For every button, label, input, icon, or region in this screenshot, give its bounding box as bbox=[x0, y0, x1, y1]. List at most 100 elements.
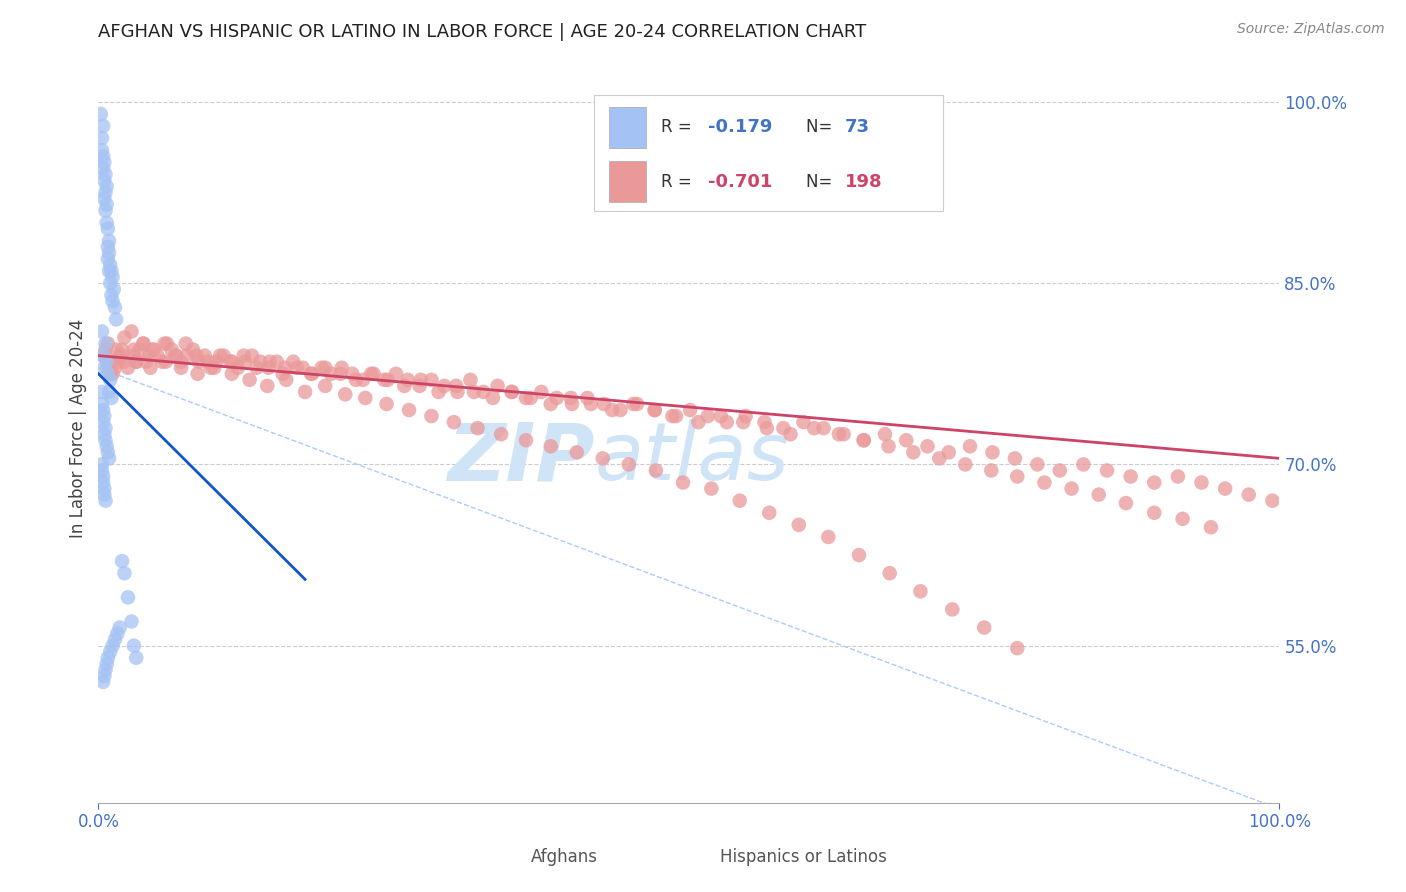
Point bbox=[108, 621, 131, 635]
Point bbox=[94, 493, 117, 508]
Point bbox=[97, 252, 120, 266]
Point bbox=[754, 415, 776, 429]
Text: AFGHAN VS HISPANIC OR LATINO IN LABOR FORCE | AGE 20-24 CORRELATION CHART: AFGHAN VS HISPANIC OR LATINO IN LABOR FO… bbox=[98, 23, 866, 41]
Point bbox=[385, 367, 408, 381]
Point bbox=[1213, 482, 1236, 496]
Point bbox=[981, 445, 1004, 459]
Text: N=: N= bbox=[806, 173, 838, 191]
Point bbox=[132, 336, 155, 351]
Point bbox=[96, 179, 118, 194]
Point bbox=[91, 349, 114, 363]
Point bbox=[97, 336, 120, 351]
Point bbox=[91, 325, 114, 339]
Point bbox=[111, 554, 134, 568]
Point bbox=[125, 354, 148, 368]
Point bbox=[91, 149, 114, 163]
Point bbox=[623, 397, 645, 411]
Point bbox=[94, 343, 117, 357]
Point bbox=[122, 639, 145, 653]
Point bbox=[644, 463, 666, 477]
Point bbox=[792, 415, 814, 429]
Point bbox=[486, 379, 509, 393]
Point bbox=[105, 626, 128, 640]
Point bbox=[174, 336, 197, 351]
Point bbox=[817, 530, 839, 544]
Point bbox=[301, 367, 323, 381]
Point bbox=[91, 161, 114, 176]
Point bbox=[903, 445, 925, 459]
Point bbox=[96, 216, 118, 230]
Point bbox=[398, 403, 420, 417]
Point bbox=[91, 397, 114, 411]
Point bbox=[249, 354, 271, 368]
Point bbox=[121, 615, 143, 629]
Point bbox=[94, 336, 117, 351]
Point bbox=[710, 409, 733, 423]
Point bbox=[100, 288, 122, 302]
Point bbox=[873, 427, 896, 442]
Point bbox=[122, 343, 145, 357]
Point bbox=[941, 602, 963, 616]
Point bbox=[877, 439, 900, 453]
Point bbox=[209, 349, 232, 363]
Point bbox=[408, 379, 430, 393]
Point bbox=[609, 403, 631, 417]
Point bbox=[205, 354, 228, 368]
Bar bbox=[609, 161, 647, 202]
Point bbox=[593, 397, 616, 411]
Point bbox=[433, 379, 456, 393]
Point bbox=[938, 445, 960, 459]
Text: Afghans: Afghans bbox=[530, 847, 598, 866]
Point bbox=[226, 360, 249, 375]
Point bbox=[197, 354, 219, 368]
Point bbox=[917, 439, 939, 453]
Point bbox=[446, 379, 468, 393]
Point bbox=[96, 354, 118, 368]
Point bbox=[335, 387, 357, 401]
Point bbox=[758, 506, 780, 520]
Point bbox=[1171, 512, 1194, 526]
Point bbox=[139, 360, 162, 375]
Point bbox=[98, 354, 121, 368]
Point bbox=[330, 360, 353, 375]
Point bbox=[239, 373, 262, 387]
Bar bbox=[678, 845, 710, 873]
Point bbox=[828, 427, 851, 442]
Point bbox=[1026, 458, 1049, 472]
Point bbox=[117, 360, 139, 375]
Point bbox=[142, 343, 165, 357]
Point bbox=[779, 427, 801, 442]
Point bbox=[101, 639, 124, 653]
Point bbox=[98, 384, 121, 399]
Point bbox=[665, 409, 688, 423]
Point bbox=[1073, 458, 1095, 472]
Point bbox=[363, 367, 385, 381]
Point bbox=[617, 458, 640, 472]
Point bbox=[852, 434, 875, 448]
Point bbox=[700, 482, 723, 496]
Point bbox=[1261, 493, 1284, 508]
Point bbox=[93, 192, 115, 206]
Point bbox=[111, 343, 134, 357]
Point bbox=[955, 458, 977, 472]
Point bbox=[1119, 469, 1142, 483]
Point bbox=[100, 391, 122, 405]
Point bbox=[501, 384, 523, 399]
Point bbox=[344, 373, 367, 387]
Point bbox=[91, 403, 114, 417]
Point bbox=[852, 434, 875, 448]
Point bbox=[910, 584, 932, 599]
Point bbox=[91, 475, 114, 490]
Point bbox=[200, 360, 222, 375]
Point bbox=[97, 360, 120, 375]
Point bbox=[540, 439, 562, 453]
Point bbox=[377, 373, 399, 387]
Point bbox=[257, 360, 280, 375]
Point bbox=[1049, 463, 1071, 477]
Point bbox=[1087, 488, 1109, 502]
Point bbox=[644, 403, 666, 417]
Point bbox=[1007, 641, 1029, 656]
Point bbox=[813, 421, 835, 435]
Point bbox=[121, 325, 143, 339]
Y-axis label: In Labor Force | Age 20-24: In Labor Force | Age 20-24 bbox=[69, 318, 87, 538]
